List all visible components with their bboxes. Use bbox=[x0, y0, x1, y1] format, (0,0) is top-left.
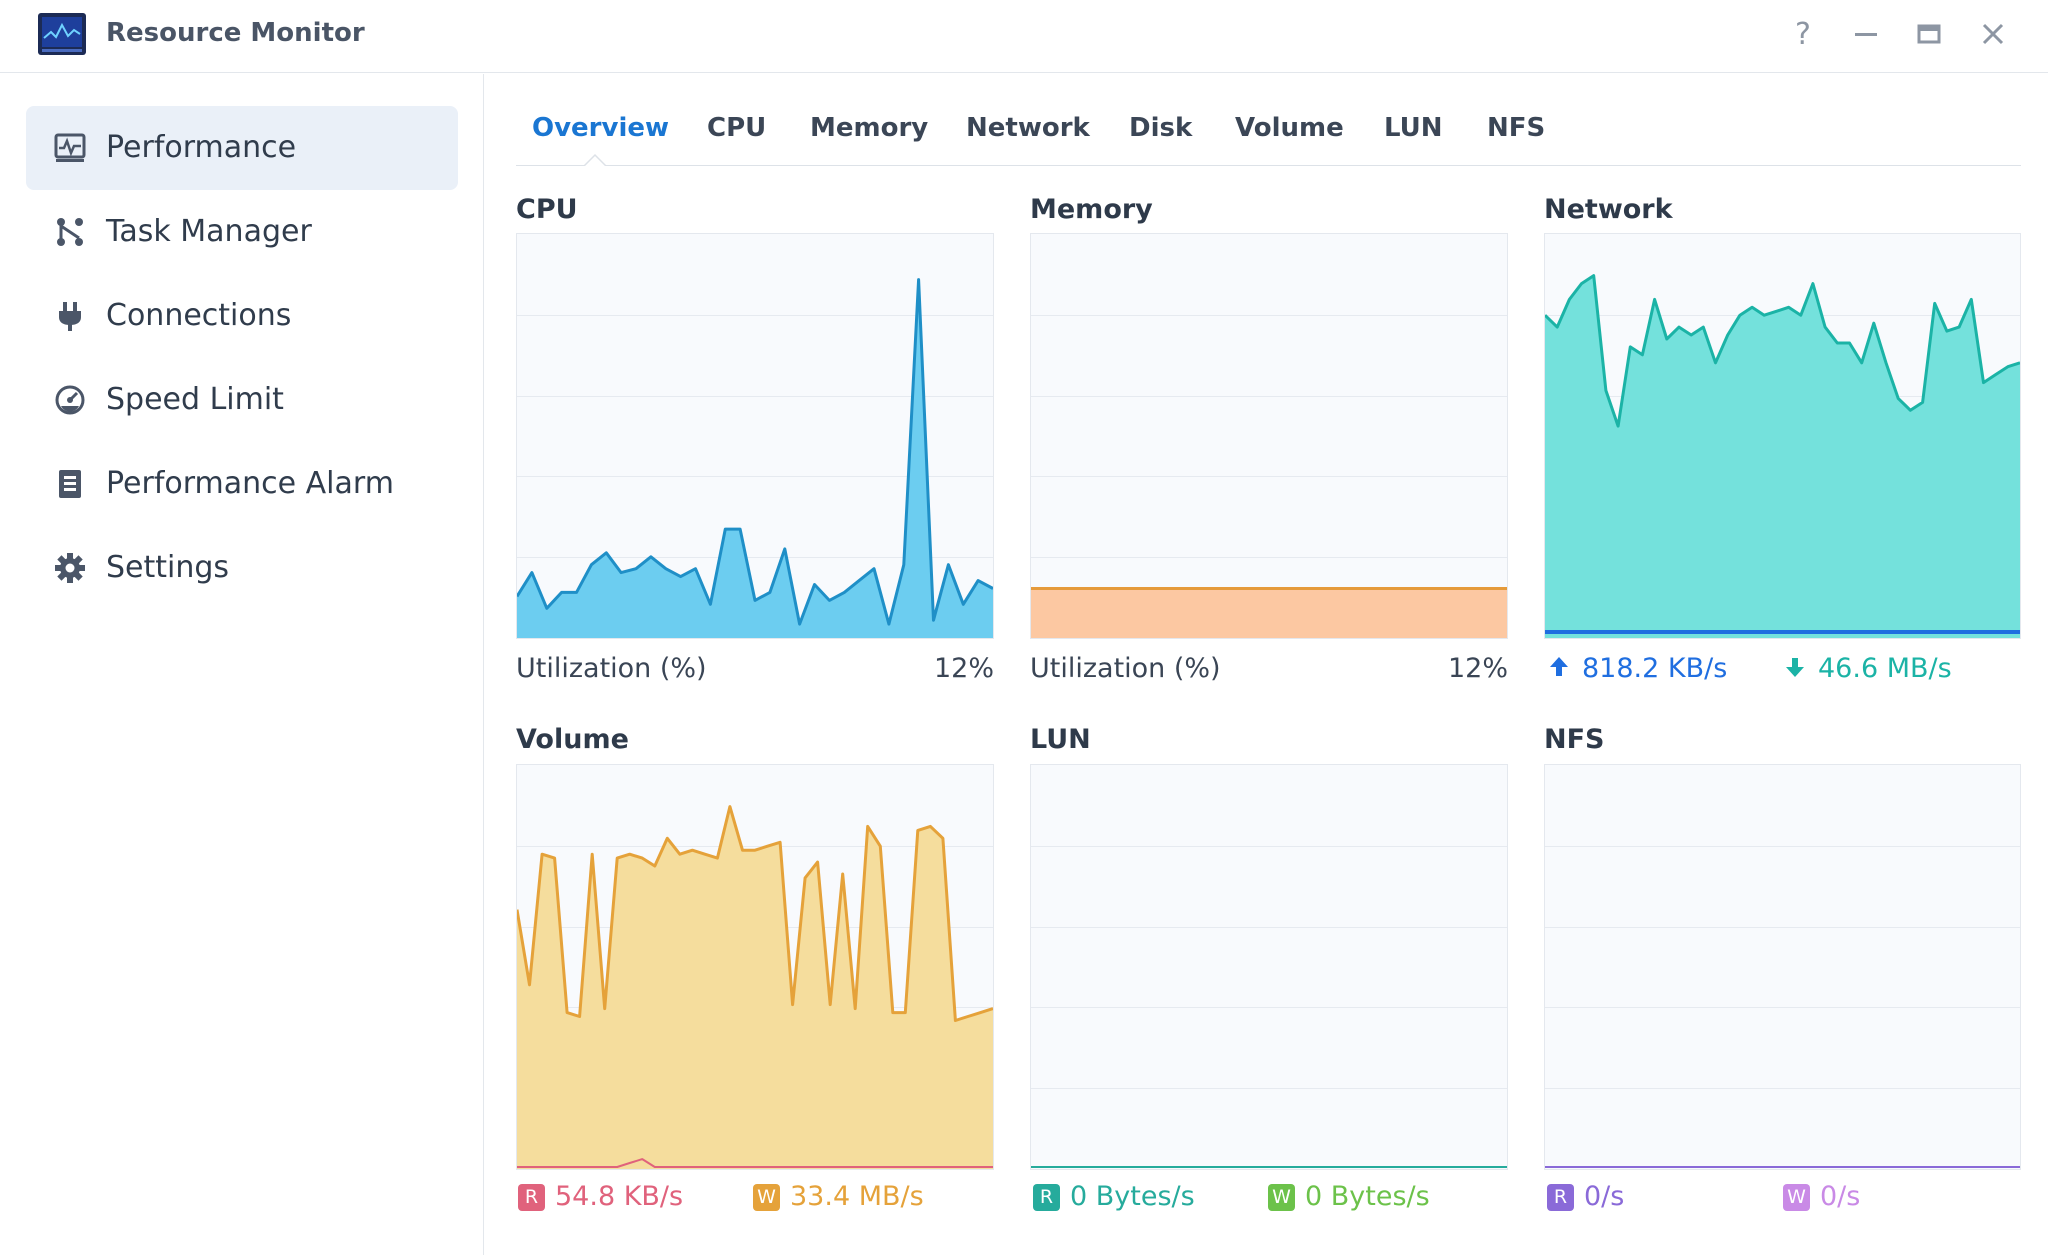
volume-write: W 33.4 MB/s bbox=[753, 1180, 924, 1214]
download-arrow-icon bbox=[1786, 658, 1804, 677]
memory-series-0-area bbox=[1031, 588, 1507, 638]
maximize-icon bbox=[1917, 24, 1941, 44]
network-upload: 818.2 KB/s bbox=[1548, 652, 1727, 686]
network-download-value: 46.6 MB/s bbox=[1818, 653, 1952, 684]
memory-panel-title: Memory bbox=[1030, 194, 1153, 225]
write-badge: W bbox=[1268, 1184, 1295, 1211]
cpu-series-0-line bbox=[517, 278, 993, 626]
sidebar-item-performance[interactable]: Performance bbox=[26, 106, 458, 190]
active-tab-caret bbox=[584, 153, 606, 166]
cpu-utilization-value: 12% bbox=[933, 653, 994, 684]
read-badge: R bbox=[1547, 1184, 1574, 1211]
lun-panel-title: LUN bbox=[1030, 724, 1091, 755]
cpu-series-0-area bbox=[517, 279, 993, 638]
sidebar-item-speed-limit[interactable]: Speed Limit bbox=[26, 358, 458, 442]
volume-series-1-line bbox=[517, 1158, 993, 1168]
sidebar-item-label: Speed Limit bbox=[106, 382, 284, 417]
network-series-0-area bbox=[1545, 275, 2020, 638]
title-bar: Resource Monitor ? bbox=[0, 0, 2048, 73]
gauge-icon bbox=[55, 385, 85, 415]
sidebar-item-label: Settings bbox=[106, 550, 230, 585]
tab-lun[interactable]: LUN bbox=[1384, 113, 1443, 143]
memory-utilization-label: Utilization (%) bbox=[1030, 653, 1221, 684]
cpu-panel-title: CPU bbox=[516, 194, 578, 225]
volume-chart-svg bbox=[517, 805, 993, 1169]
volume-panel-title: Volume bbox=[516, 724, 629, 755]
nfs-chart[interactable] bbox=[1544, 764, 2021, 1170]
lun-write-value: 0 Bytes/s bbox=[1305, 1181, 1430, 1212]
lun-chart-svg bbox=[1031, 846, 1507, 1168]
read-badge: R bbox=[518, 1184, 545, 1211]
nfs-write: W 0/s bbox=[1783, 1180, 1860, 1214]
network-chart-svg bbox=[1545, 274, 2020, 638]
write-badge: W bbox=[1783, 1184, 1810, 1211]
tab-memory[interactable]: Memory bbox=[810, 113, 929, 143]
gear-icon bbox=[55, 553, 85, 583]
upload-arrow-icon bbox=[1550, 657, 1568, 676]
sidebar-item-label: Task Manager bbox=[106, 214, 312, 249]
network-chart[interactable] bbox=[1544, 233, 2021, 639]
help-button[interactable]: ? bbox=[1795, 16, 1811, 52]
cpu-chart-svg bbox=[517, 278, 993, 638]
sidebar: Performance Task Manager Connections bbox=[0, 74, 484, 1255]
maximize-button[interactable] bbox=[1909, 14, 1949, 54]
tab-bar: Overview CPU Memory Network Disk Volume … bbox=[516, 100, 2021, 166]
sidebar-item-label: Connections bbox=[106, 298, 292, 333]
nfs-chart-svg bbox=[1545, 846, 2020, 1168]
volume-read-value: 54.8 KB/s bbox=[555, 1181, 684, 1212]
app-title: Resource Monitor bbox=[106, 18, 365, 48]
cpu-utilization-label: Utilization (%) bbox=[516, 653, 707, 684]
volume-series-0-line bbox=[517, 805, 993, 1022]
resource-monitor-app-icon bbox=[38, 13, 86, 55]
sidebar-item-settings[interactable]: Settings bbox=[26, 526, 458, 610]
sidebar-item-label: Performance bbox=[106, 130, 297, 165]
tab-nfs[interactable]: NFS bbox=[1487, 113, 1546, 143]
close-icon bbox=[1982, 23, 2004, 45]
network-download: 46.6 MB/s bbox=[1784, 652, 1952, 686]
volume-chart[interactable] bbox=[516, 764, 994, 1170]
task-manager-icon bbox=[57, 218, 83, 246]
nfs-panel-title: NFS bbox=[1544, 724, 1605, 755]
tab-overview[interactable]: Overview bbox=[532, 113, 670, 143]
volume-write-value: 33.4 MB/s bbox=[790, 1181, 924, 1212]
minimize-button[interactable] bbox=[1846, 14, 1886, 54]
nfs-write-value: 0/s bbox=[1820, 1181, 1861, 1212]
alarm-list-icon bbox=[59, 470, 81, 498]
memory-chart[interactable] bbox=[1030, 233, 1508, 639]
network-series-0-line bbox=[1545, 274, 2020, 428]
lun-write: W 0 Bytes/s bbox=[1268, 1180, 1430, 1214]
sidebar-item-connections[interactable]: Connections bbox=[26, 274, 458, 358]
nfs-read: R 0/s bbox=[1547, 1180, 1624, 1214]
read-badge: R bbox=[1033, 1184, 1060, 1211]
tab-network[interactable]: Network bbox=[966, 113, 1090, 143]
lun-chart[interactable] bbox=[1030, 764, 1508, 1170]
sidebar-item-performance-alarm[interactable]: Performance Alarm bbox=[26, 442, 458, 526]
network-panel-title: Network bbox=[1544, 194, 1673, 225]
write-badge: W bbox=[753, 1184, 780, 1211]
cpu-chart[interactable] bbox=[516, 233, 994, 639]
sidebar-item-task-manager[interactable]: Task Manager bbox=[26, 190, 458, 274]
plug-icon bbox=[59, 302, 81, 331]
performance-icon bbox=[54, 133, 86, 162]
tab-cpu[interactable]: CPU bbox=[707, 113, 767, 143]
volume-series-0-area bbox=[517, 806, 993, 1169]
memory-utilization-value: 12% bbox=[1447, 653, 1508, 684]
lun-read-value: 0 Bytes/s bbox=[1070, 1181, 1195, 1212]
memory-chart-svg bbox=[1031, 315, 1507, 638]
minimize-icon bbox=[1855, 33, 1877, 36]
lun-read: R 0 Bytes/s bbox=[1033, 1180, 1195, 1214]
close-button[interactable] bbox=[1973, 14, 2013, 54]
tab-disk[interactable]: Disk bbox=[1129, 113, 1193, 143]
volume-read: R 54.8 KB/s bbox=[518, 1180, 683, 1214]
network-upload-value: 818.2 KB/s bbox=[1582, 653, 1728, 684]
nfs-read-value: 0/s bbox=[1584, 1181, 1625, 1212]
tab-volume[interactable]: Volume bbox=[1235, 113, 1344, 143]
sidebar-item-label: Performance Alarm bbox=[106, 466, 394, 501]
